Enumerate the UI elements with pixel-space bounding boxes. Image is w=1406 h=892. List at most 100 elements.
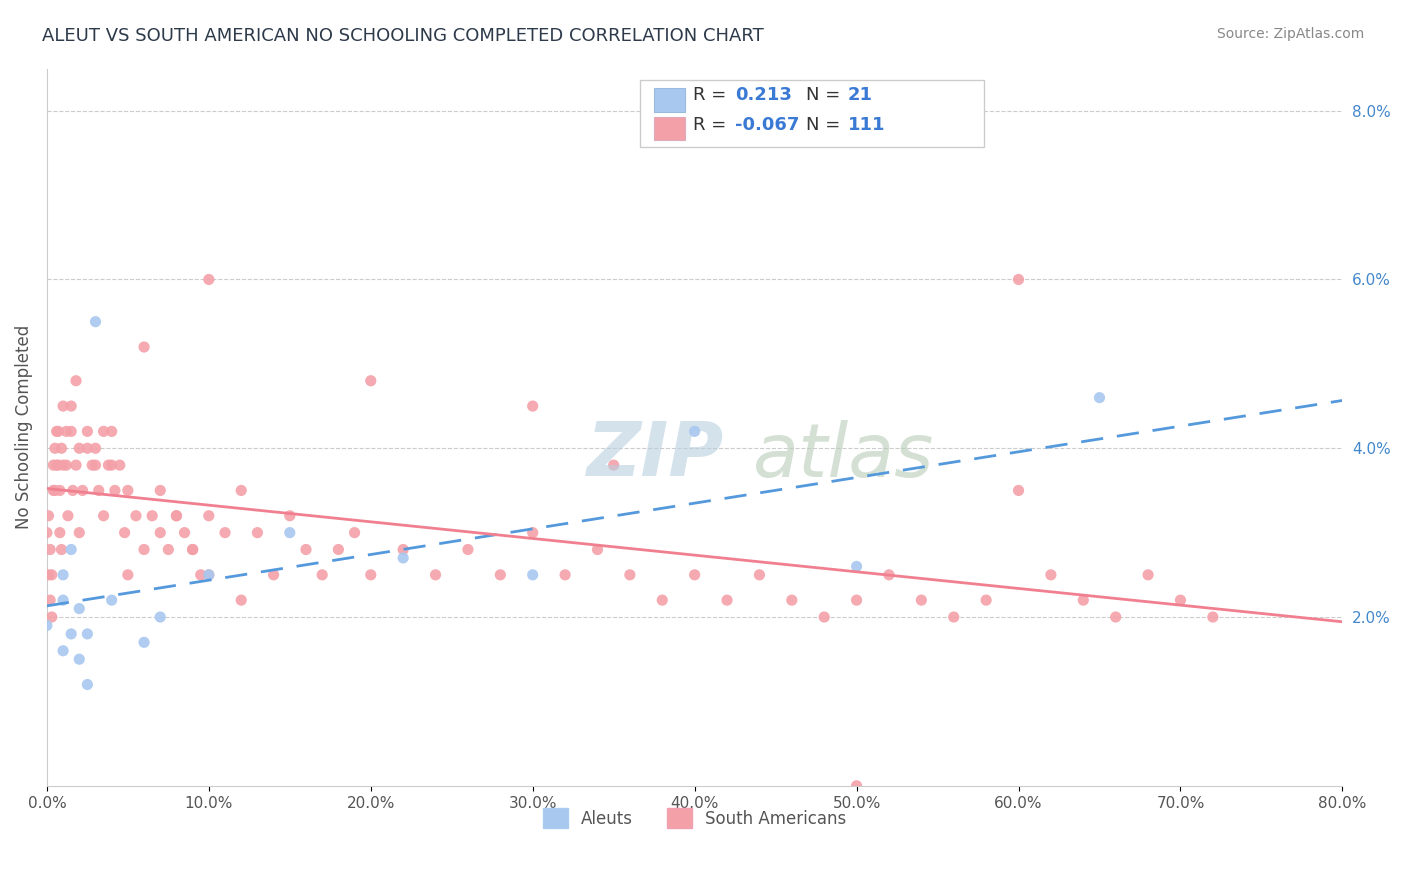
- Point: [748, 567, 770, 582]
- Text: -0.067: -0.067: [735, 116, 800, 134]
- Point: [311, 567, 333, 582]
- Point: [52, 644, 75, 658]
- Point: [52, 458, 75, 472]
- Point: [651, 593, 673, 607]
- Point: [117, 483, 139, 498]
- Point: [41, 610, 63, 624]
- Point: [343, 525, 366, 540]
- Point: [392, 542, 415, 557]
- Point: [125, 508, 148, 523]
- Point: [173, 525, 195, 540]
- Point: [910, 593, 932, 607]
- Point: [845, 593, 868, 607]
- Legend: Aleuts, South Americans: Aleuts, South Americans: [536, 801, 853, 835]
- Point: [263, 567, 285, 582]
- Point: [42, 483, 65, 498]
- Point: [104, 483, 127, 498]
- Point: [51, 542, 73, 557]
- Point: [149, 483, 172, 498]
- Point: [813, 610, 835, 624]
- Point: [683, 567, 706, 582]
- Point: [52, 567, 75, 582]
- Point: [974, 593, 997, 607]
- Point: [100, 593, 122, 607]
- Point: [328, 542, 350, 557]
- Text: ALEUT VS SOUTH AMERICAN NO SCHOOLING COMPLETED CORRELATION CHART: ALEUT VS SOUTH AMERICAN NO SCHOOLING COM…: [42, 27, 763, 45]
- Point: [1137, 567, 1160, 582]
- Point: [84, 315, 107, 329]
- Point: [602, 458, 624, 472]
- Point: [60, 399, 83, 413]
- Point: [586, 542, 609, 557]
- Point: [45, 425, 67, 439]
- Point: [84, 442, 107, 456]
- Point: [67, 652, 90, 666]
- Point: [1007, 483, 1029, 498]
- Point: [52, 399, 75, 413]
- Point: [72, 483, 94, 498]
- Point: [60, 425, 83, 439]
- Point: [425, 567, 447, 582]
- Text: R =: R =: [693, 86, 727, 103]
- Text: 111: 111: [848, 116, 886, 134]
- Point: [181, 542, 204, 557]
- Point: [522, 525, 544, 540]
- Point: [278, 508, 301, 523]
- Point: [49, 483, 72, 498]
- Point: [38, 508, 60, 523]
- Text: ZIP: ZIP: [588, 419, 724, 492]
- Point: [181, 542, 204, 557]
- Point: [38, 567, 60, 582]
- Point: [231, 483, 253, 498]
- Point: [46, 458, 69, 472]
- Point: [489, 567, 512, 582]
- Point: [780, 593, 803, 607]
- Point: [1202, 610, 1225, 624]
- Point: [457, 542, 479, 557]
- Point: [42, 458, 65, 472]
- Point: [35, 525, 58, 540]
- Point: [35, 618, 58, 632]
- Point: [1039, 567, 1062, 582]
- Point: [100, 425, 122, 439]
- Point: [52, 593, 75, 607]
- Point: [65, 374, 87, 388]
- Point: [76, 627, 98, 641]
- Point: [41, 567, 63, 582]
- Point: [65, 458, 87, 472]
- Point: [619, 567, 641, 582]
- Text: atlas: atlas: [754, 420, 935, 491]
- Point: [231, 593, 253, 607]
- Point: [60, 542, 83, 557]
- Text: N =: N =: [806, 116, 839, 134]
- Text: 21: 21: [848, 86, 873, 103]
- Point: [1088, 391, 1111, 405]
- Point: [117, 567, 139, 582]
- Point: [76, 442, 98, 456]
- Point: [360, 567, 382, 582]
- Point: [132, 340, 155, 354]
- Point: [76, 425, 98, 439]
- Point: [87, 483, 110, 498]
- Point: [82, 458, 104, 472]
- Point: [278, 525, 301, 540]
- Point: [84, 458, 107, 472]
- Text: R =: R =: [693, 116, 727, 134]
- Point: [56, 508, 79, 523]
- Point: [683, 425, 706, 439]
- Point: [392, 551, 415, 566]
- Point: [49, 525, 72, 540]
- Point: [360, 374, 382, 388]
- Point: [60, 627, 83, 641]
- Point: [55, 425, 77, 439]
- Point: [39, 542, 62, 557]
- Point: [93, 508, 115, 523]
- Text: 0.213: 0.213: [735, 86, 792, 103]
- Point: [62, 483, 84, 498]
- Point: [141, 508, 163, 523]
- Point: [39, 593, 62, 607]
- Point: [198, 272, 221, 286]
- Point: [97, 458, 120, 472]
- Point: [554, 567, 576, 582]
- Y-axis label: No Schooling Completed: No Schooling Completed: [15, 325, 32, 529]
